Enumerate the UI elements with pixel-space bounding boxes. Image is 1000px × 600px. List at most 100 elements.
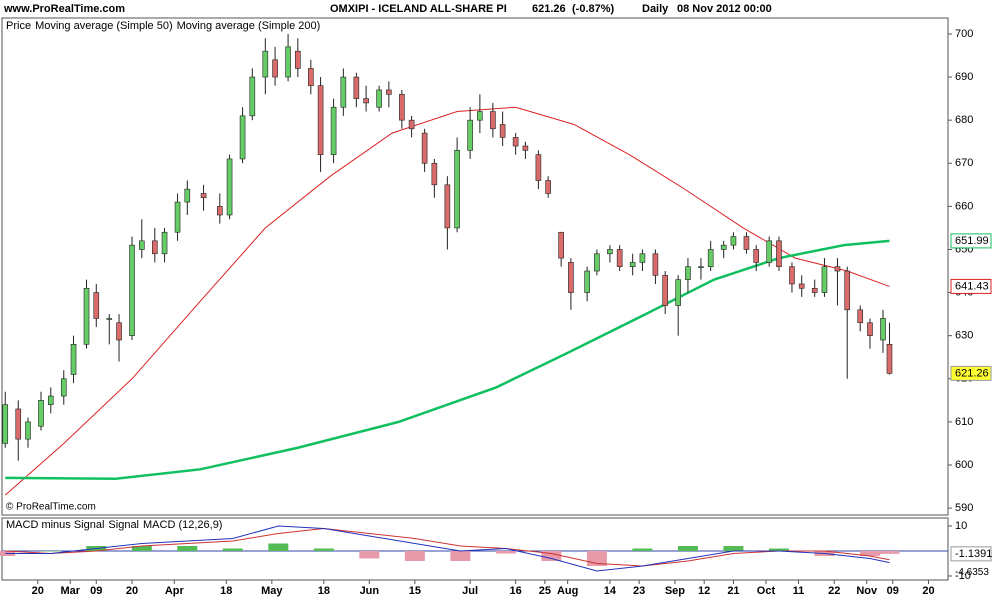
candle-body — [568, 262, 574, 293]
candle-body — [857, 309, 864, 324]
candle-body — [675, 279, 681, 306]
legend-entry: MACD (12,26,9) — [143, 519, 222, 531]
candle-body — [558, 231, 564, 259]
candle-body — [431, 162, 438, 186]
candle-body — [116, 322, 122, 341]
copyright: © ProRealTime.com — [6, 502, 96, 513]
candle-body — [662, 275, 668, 306]
legend-entry: Signal — [108, 519, 139, 531]
candle-body — [353, 76, 360, 99]
candle-body — [161, 231, 168, 255]
histogram-bar — [222, 548, 243, 551]
x-tick-label: 15 — [409, 585, 421, 597]
candle-body — [308, 68, 314, 86]
candle-body — [886, 344, 893, 374]
x-tick-label: 23 — [633, 585, 645, 597]
x-tick-label: Sep — [665, 585, 685, 597]
candle-body — [720, 244, 727, 250]
y-tick-label: 680 — [955, 114, 973, 126]
legend-entry: MACD minus Signal — [6, 519, 104, 531]
candle-body — [880, 318, 886, 341]
value-box — [950, 546, 992, 562]
candle-body — [499, 124, 506, 138]
candle-body — [330, 106, 337, 155]
candle-body — [70, 344, 77, 375]
candle-body — [867, 322, 873, 336]
histogram-bar — [313, 548, 334, 551]
legend-entry: Price — [6, 20, 31, 32]
value-box-label: 641.43 — [955, 280, 989, 292]
x-tick-label: Nov — [856, 585, 878, 597]
histogram-bar — [404, 551, 425, 561]
x-tick-label: 11 — [793, 585, 805, 597]
x-tick-label: 20 — [126, 585, 138, 597]
candle-body — [685, 266, 691, 280]
x-tick-label: Aug — [557, 585, 578, 597]
candle-body — [639, 253, 646, 263]
candle-body — [184, 188, 191, 203]
candle-body — [834, 266, 841, 272]
candle-body — [226, 158, 233, 216]
candle-body — [60, 378, 67, 397]
x-tick-label: 21 — [727, 585, 739, 597]
x-tick-label: 22 — [828, 585, 840, 597]
value-box-label: 651.99 — [955, 235, 989, 247]
value-box — [950, 365, 992, 381]
x-tick-label: 09 — [90, 585, 102, 597]
candle-body — [217, 206, 223, 216]
candle-body — [522, 145, 529, 151]
histogram-bar — [632, 548, 653, 551]
histogram-bar — [131, 546, 152, 551]
candle-body — [174, 201, 181, 233]
candle-body — [594, 253, 600, 272]
candle-body — [490, 111, 496, 130]
legend-entry: Moving average (Simple 50) — [35, 20, 173, 32]
x-tick-label: Mar — [60, 585, 80, 597]
candle-body — [629, 262, 636, 268]
x-tick-label: 12 — [698, 585, 710, 597]
candle-body — [776, 240, 782, 268]
y-tick-label: 660 — [955, 200, 973, 212]
value-box-label: -1.1391 — [955, 548, 992, 560]
candle-body — [798, 283, 805, 289]
y-tick-label: 610 — [955, 416, 973, 428]
y-tick-label: -10 — [955, 570, 971, 582]
x-tick-label: 14 — [604, 585, 617, 597]
x-tick-label: 18 — [318, 585, 330, 597]
candle-body — [766, 240, 773, 263]
legend-entry: Moving average (Simple 200) — [177, 20, 321, 32]
histogram-bar — [768, 548, 789, 551]
candle-body — [607, 249, 613, 255]
candle-body — [399, 93, 405, 121]
histogram-bar — [40, 551, 61, 552]
candle-body — [408, 119, 415, 130]
x-tick-label: Oct — [757, 585, 776, 597]
candle-body — [753, 249, 759, 263]
candle-body — [844, 270, 851, 311]
y-tick-label: 690 — [955, 71, 973, 83]
x-tick-label: 20 — [922, 585, 934, 597]
candle-body — [317, 85, 324, 155]
candle-body — [545, 180, 551, 194]
histogram-bar — [859, 551, 880, 556]
price-panel — [1, 17, 949, 516]
x-tick-label: Jul — [462, 585, 478, 597]
y-tick-label: 590 — [955, 502, 973, 514]
histogram-bar — [495, 551, 516, 554]
candle-body — [467, 119, 473, 151]
candle-body — [25, 421, 31, 440]
candle-body — [272, 59, 278, 78]
last-price: 621.26 — [532, 3, 566, 15]
candle-body — [151, 240, 158, 255]
candle-body — [652, 253, 659, 276]
macd-line — [5, 527, 890, 567]
candle-body — [535, 154, 542, 181]
candle-body — [730, 236, 737, 246]
histogram-bar — [677, 546, 698, 551]
candle-body — [129, 244, 135, 336]
x-tick-label: May — [261, 585, 283, 597]
candle-body — [38, 400, 44, 427]
candle-body — [138, 240, 145, 250]
candle-body — [454, 150, 460, 229]
